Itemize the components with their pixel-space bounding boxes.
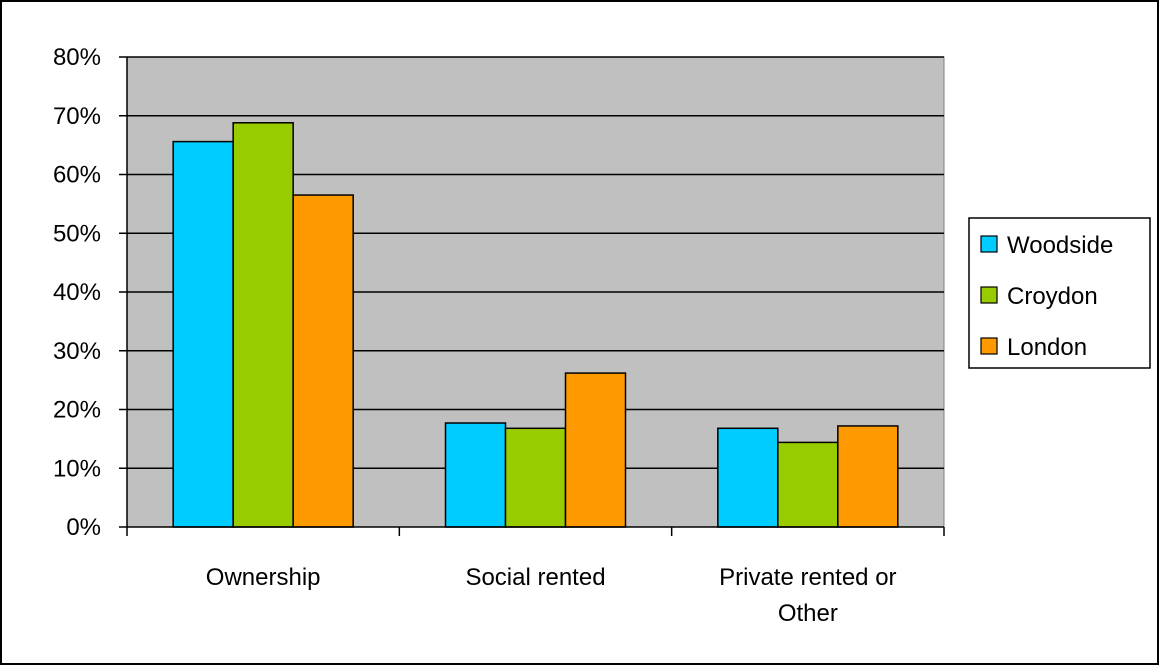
bars xyxy=(172,122,899,528)
y-tick-label: 70% xyxy=(53,103,101,130)
y-tick-label: 10% xyxy=(53,455,101,482)
bar-london-3 xyxy=(837,425,899,528)
x-category-label: Social rented xyxy=(465,564,605,591)
y-tick-label: 40% xyxy=(53,279,101,306)
bar-croydon-3 xyxy=(777,441,839,528)
axes: 0% 10% 20% 30% 40% 50% 60% 70% 80% Ownership Socia… xyxy=(53,44,945,627)
y-tick-label: 30% xyxy=(53,338,101,365)
y-tick-label: 60% xyxy=(53,162,101,189)
legend-swatch-woodside xyxy=(980,235,998,253)
y-tick-label: 20% xyxy=(53,397,101,424)
bar-woodside-3 xyxy=(717,427,779,528)
legend-swatch-london xyxy=(980,337,998,355)
bar-woodside-2 xyxy=(444,422,507,528)
x-category-label: Other xyxy=(778,600,838,627)
x-category-label: Ownership xyxy=(206,564,321,591)
legend: Woodside Croydon London xyxy=(968,217,1151,369)
legend-box xyxy=(968,217,1151,369)
x-category-label: Private rented or xyxy=(719,564,896,591)
bar-london-2 xyxy=(564,372,627,528)
bar-croydon-2 xyxy=(504,427,567,528)
y-tick-label: 50% xyxy=(53,220,101,247)
legend-label-london: London xyxy=(1007,334,1087,361)
y-tick-label: 80% xyxy=(53,44,101,71)
bar-croydon-1 xyxy=(232,122,294,528)
bar-woodside-1 xyxy=(172,140,234,528)
legend-label-croydon: Croydon xyxy=(1007,283,1098,310)
legend-label-woodside: Woodside xyxy=(1007,232,1113,259)
legend-swatch-croydon xyxy=(980,286,998,304)
y-tick-label: 0% xyxy=(66,514,101,541)
bar-london-1 xyxy=(292,194,354,528)
